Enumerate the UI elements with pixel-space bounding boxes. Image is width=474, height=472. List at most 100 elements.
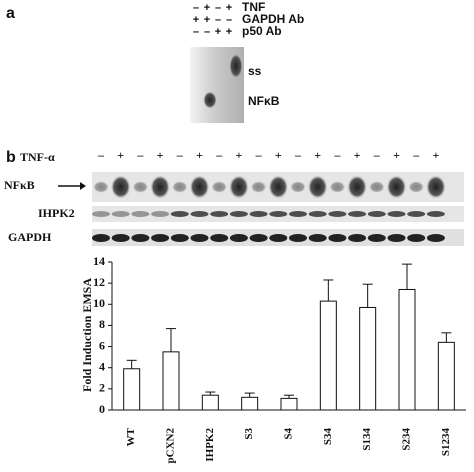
y-tick-label: 12 <box>93 275 105 289</box>
sign: – <box>255 148 263 162</box>
blot-band <box>308 211 327 217</box>
panel-label: a <box>6 5 15 22</box>
x-tick-label: IHPK2 <box>204 428 216 462</box>
x-tick-label: S4 <box>283 428 295 440</box>
blot-band <box>171 181 188 193</box>
bar <box>162 351 180 411</box>
blot-band <box>151 211 170 217</box>
blot-band <box>110 175 131 199</box>
blot-band <box>92 234 110 242</box>
blot-band <box>210 211 229 217</box>
sign: – <box>97 148 105 162</box>
blot-band <box>131 234 150 242</box>
row-label: TNF <box>242 0 265 14</box>
x-tick-label: S3 <box>243 428 255 440</box>
sign: – <box>294 148 302 162</box>
y-tick-label: 8 <box>99 317 105 331</box>
treatment-label: TNF-α <box>20 150 55 164</box>
x-tick-label: S34 <box>322 428 334 446</box>
y-tick-label: 14 <box>93 254 105 268</box>
blot-band <box>308 234 327 242</box>
blot-band <box>229 211 248 217</box>
blot-band <box>407 211 426 217</box>
sign: – <box>136 148 144 162</box>
sign: – <box>215 148 223 162</box>
sign: – <box>176 148 184 162</box>
blot-band <box>268 175 289 199</box>
blot-band <box>131 211 150 217</box>
blot-band <box>211 181 228 193</box>
y-tick-label: 4 <box>99 359 105 373</box>
blot-band <box>249 211 268 217</box>
blot-band <box>368 181 385 193</box>
x-tick-label: S234 <box>401 428 413 451</box>
y-tick-label: 10 <box>93 296 105 310</box>
bar <box>123 368 141 411</box>
row-label: p50 Ab <box>242 24 282 38</box>
sign: + <box>393 148 400 162</box>
sign: + <box>193 14 199 26</box>
sign: – <box>226 14 232 26</box>
blot-band <box>132 181 149 193</box>
blot-band <box>328 234 347 242</box>
x-tick-label: pCXN2 <box>165 428 177 464</box>
blot-band <box>290 181 306 193</box>
x-tick-label: S1234 <box>440 428 452 457</box>
sign: + <box>215 26 221 38</box>
blot-band <box>348 234 367 242</box>
blot-label: IHPK2 <box>38 206 75 220</box>
sign: + <box>117 148 124 162</box>
sign: + <box>157 148 164 162</box>
y-tick-label: 0 <box>99 402 105 416</box>
sign: + <box>226 26 232 38</box>
bar <box>280 397 298 411</box>
blot-band <box>250 181 267 193</box>
blot-band <box>269 234 288 242</box>
sign: + <box>235 148 242 162</box>
bar <box>398 288 416 411</box>
panel-label: b <box>6 149 16 166</box>
gel-band <box>229 53 243 79</box>
sign: – <box>215 2 221 14</box>
bar <box>319 300 337 411</box>
blot-band <box>289 211 307 217</box>
blot-band <box>150 175 171 199</box>
blot-band <box>408 181 425 193</box>
bar <box>359 306 377 411</box>
sign: + <box>226 2 232 14</box>
blot-band <box>387 234 406 242</box>
y-tick-label: 2 <box>99 381 105 395</box>
sign: + <box>204 2 210 14</box>
bar <box>437 341 455 411</box>
blot-band <box>170 234 189 242</box>
blot-band <box>170 211 189 217</box>
blot-band <box>426 234 445 242</box>
blot-label: GAPDH <box>8 230 52 244</box>
blot-band <box>210 234 229 242</box>
blot-band <box>407 234 426 242</box>
blot-band <box>426 211 445 217</box>
blot-band <box>111 211 130 217</box>
sign: + <box>432 148 439 162</box>
sign: – <box>373 148 381 162</box>
gel-band <box>203 91 217 109</box>
blot-band <box>269 211 288 217</box>
blot-band <box>289 234 307 242</box>
blot-band <box>386 175 407 199</box>
blot-band <box>190 234 209 242</box>
sign: + <box>275 148 282 162</box>
sign: + <box>354 148 361 162</box>
arrow-head <box>80 182 86 190</box>
blot-band <box>367 234 386 242</box>
sign: – <box>215 14 221 26</box>
sign: – <box>412 148 420 162</box>
blot-band <box>151 234 170 242</box>
blot-band <box>307 175 328 199</box>
sign: – <box>193 26 199 38</box>
blot-band <box>367 211 386 217</box>
y-axis-label: Fold Induction EMSA <box>80 278 94 392</box>
blot-band <box>189 175 210 199</box>
band-label: NFκB <box>248 94 280 108</box>
sign: + <box>204 14 210 26</box>
